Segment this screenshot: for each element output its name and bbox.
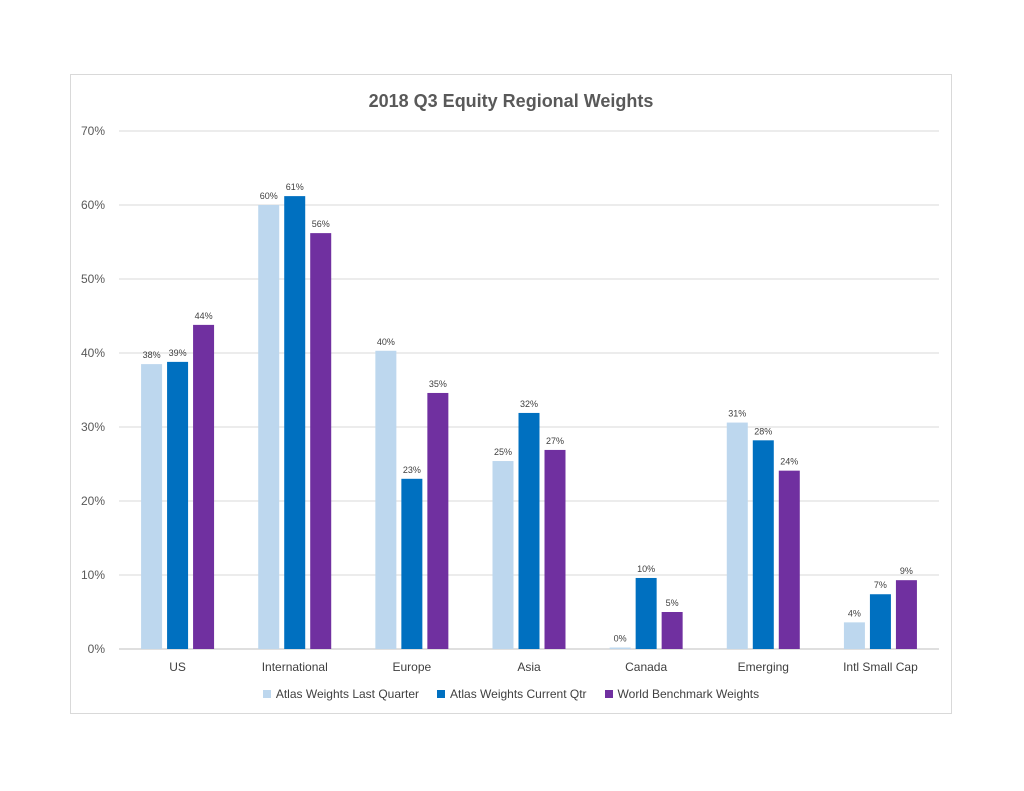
data-label: 23% [403,465,421,475]
x-category-label: International [262,660,328,674]
bar [284,196,306,649]
chart-frame: 2018 Q3 Equity Regional Weights 0% 10% 20%… [70,74,952,714]
legend-item-last-quarter: Atlas Weights Last Quarter [262,687,420,701]
bar [258,205,280,649]
bar [544,449,566,649]
bar [752,440,774,649]
bar [726,422,748,649]
bar [895,580,917,649]
data-label: 7% [874,580,887,590]
legend-swatch-benchmark [604,690,613,698]
y-tick-label: 40% [81,346,105,360]
data-label: 38% [143,350,161,360]
bar-chart: 0% 10% 20% 30% 40% 50% 60% 70% 38% 39% 44% US 60% 61%… [81,124,939,674]
bar [635,577,657,649]
y-tick-label: 30% [81,420,105,434]
legend-swatch-last-quarter [262,690,271,698]
legend-label-current-qtr: Atlas Weights Current Qtr [450,687,587,701]
x-category-label: Europe [393,660,432,674]
chart-title: 2018 Q3 Equity Regional Weights [368,91,654,111]
x-category-label: Asia [517,660,541,674]
bar [427,392,449,649]
legend-swatch-current-qtr [437,690,446,698]
data-label: 56% [312,219,330,229]
legend-item-current-qtr: Atlas Weights Current Qtr [437,687,587,701]
data-label: 4% [848,608,861,618]
data-label: 32% [520,399,538,409]
chart-legend: Atlas Weights Last Quarter Atlas Weights… [71,687,951,701]
y-tick-label: 50% [81,272,105,286]
bar [778,470,800,649]
bar [310,233,332,649]
data-label: 39% [169,348,187,358]
bar [492,461,514,649]
bar [609,647,631,649]
data-label: 44% [195,311,213,321]
bar [141,364,163,649]
x-category-label: US [169,660,186,674]
data-label: 24% [780,457,798,467]
y-tick-label: 60% [81,198,105,212]
data-label: 35% [429,379,447,389]
data-label: 61% [286,182,304,192]
x-category-label: Canada [625,660,667,674]
data-label: 60% [260,191,278,201]
bar [167,361,189,649]
bar [843,622,865,649]
data-label: 28% [754,426,772,436]
data-label: 40% [377,337,395,347]
legend-label-benchmark: World Benchmark Weights [617,687,760,701]
data-label: 27% [546,436,564,446]
data-label: 5% [666,598,679,608]
bar [518,412,540,649]
legend-label-last-quarter: Atlas Weights Last Quarter [275,687,420,701]
y-tick-label: 0% [88,642,106,656]
y-tick-label: 20% [81,494,105,508]
bar [193,324,215,649]
data-label: 10% [637,564,655,574]
y-tick-label: 10% [81,568,105,582]
bar [375,350,397,649]
bar [869,594,891,649]
data-label: 9% [900,566,913,576]
x-category-label: Intl Small Cap [843,660,918,674]
legend-item-benchmark: World Benchmark Weights [604,687,760,701]
bar [661,612,683,649]
x-category-label: Emerging [738,660,789,674]
data-label: 31% [728,409,746,419]
bar [401,478,423,649]
data-label: 25% [494,447,512,457]
data-label: 0% [614,634,627,644]
y-tick-label: 70% [81,124,105,138]
